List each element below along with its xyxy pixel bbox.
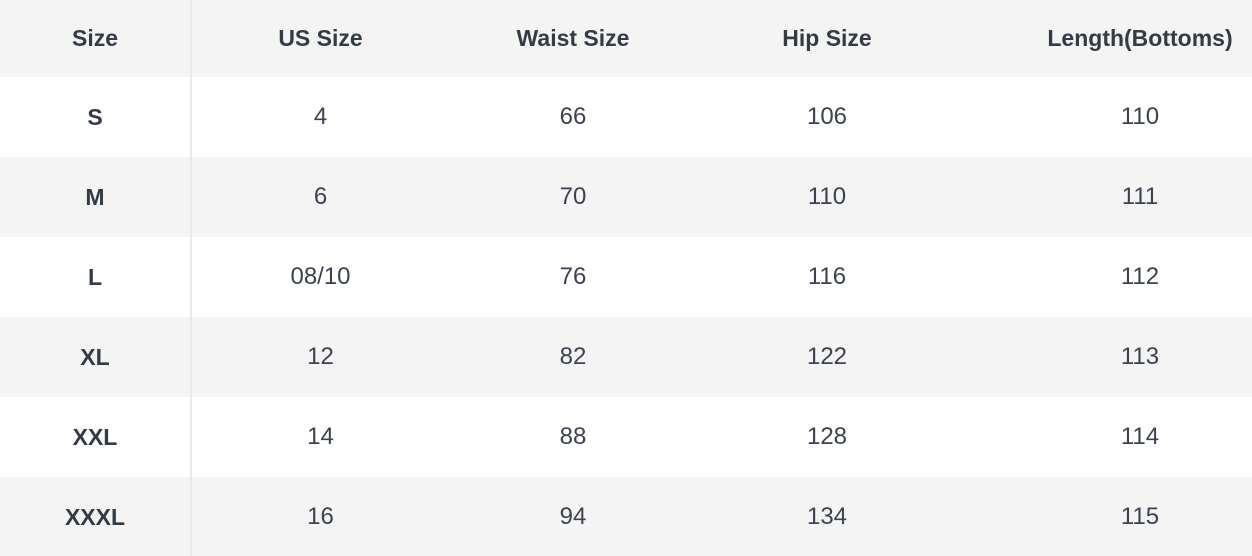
cell-us-size: 4 (313, 103, 328, 130)
header-row: Size US Size Waist Size Hip Size Length(… (0, 0, 1252, 77)
column-header-size: Size (0, 0, 192, 77)
column-header-waist-size: Waist Size (449, 0, 697, 77)
table-row: XXL 14 88 128 114 (0, 397, 1252, 477)
cell-us-size: 12 (191, 317, 449, 397)
cell-waist-size: 94 (449, 477, 697, 556)
cell-waist-size: 66 (559, 103, 587, 130)
cell-hip-size: 106 (806, 103, 848, 130)
table-row: L 08/10 76 116 112 (0, 237, 1252, 317)
cell-us-size: 6 (191, 157, 449, 237)
cell-length-bottoms: 115 (957, 477, 1252, 556)
table-row: M 6 70 110 111 (0, 157, 1252, 237)
cell-us-size: 16 (191, 477, 449, 556)
cell-hip-size: 122 (697, 317, 957, 397)
table-row: XXXL 16 94 134 115 (0, 477, 1252, 556)
cell-length-bottoms: 112 (1120, 263, 1160, 290)
table-row: XL 12 82 122 113 (0, 317, 1252, 397)
cell-waist-size: 76 (559, 263, 587, 290)
cell-size: XXL (0, 397, 192, 477)
cell-size: S (0, 77, 192, 157)
cell-waist-size: 82 (449, 317, 697, 397)
cell-size: XL (0, 317, 192, 397)
cell-waist-size: 88 (559, 423, 587, 450)
cell-size: XXXL (0, 477, 192, 556)
column-header-length-bottoms: Length(Bottoms) (957, 0, 1252, 77)
column-header-hip-size: Hip Size (697, 0, 957, 77)
cell-us-size: 14 (307, 423, 334, 450)
cell-length-bottoms: 113 (957, 317, 1252, 397)
cell-size: L (0, 237, 192, 317)
cell-length-bottoms: 110 (1120, 103, 1160, 130)
cell-us-size: 08/10 (290, 263, 351, 290)
cell-hip-size: 116 (807, 263, 847, 290)
cell-hip-size: 110 (697, 157, 957, 237)
cell-length-bottoms: 114 (1120, 423, 1160, 450)
cell-hip-size: 134 (697, 477, 957, 556)
cell-size: M (0, 157, 192, 237)
cell-waist-size: 70 (449, 157, 697, 237)
column-header-us-size: US Size (191, 0, 449, 77)
cell-length-bottoms: 111 (957, 157, 1252, 237)
cell-hip-size: 128 (806, 423, 848, 450)
table-row: S 4 66 106 110 (0, 77, 1252, 157)
